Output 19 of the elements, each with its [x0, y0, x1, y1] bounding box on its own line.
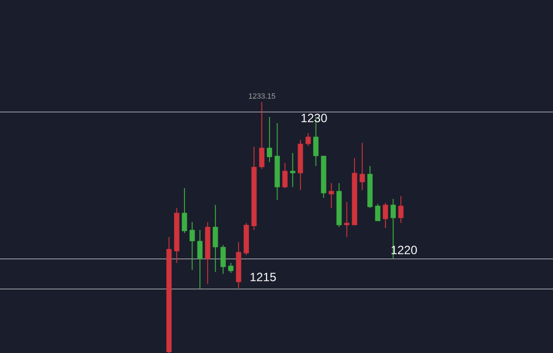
- candlestick: [182, 188, 188, 234]
- candlestick: [220, 244, 226, 274]
- candlestick: [228, 262, 234, 274]
- candlestick: [266, 116, 272, 162]
- candlestick: [344, 201, 350, 238]
- candlestick: [360, 142, 365, 191]
- candlestick: [398, 196, 404, 224]
- candlestick: [282, 162, 288, 189]
- annotation: 1215: [250, 272, 276, 282]
- candlestick: [259, 102, 264, 170]
- candlestick: [212, 204, 218, 272]
- candlestick: [306, 132, 311, 146]
- candlestick: [328, 182, 334, 208]
- candlestick: [382, 202, 388, 228]
- candlestick: [375, 203, 380, 222]
- candlestick: [290, 152, 296, 188]
- candlestick: [197, 230, 203, 290]
- candlestick: [190, 222, 195, 270]
- annotation: 1230: [302, 114, 327, 122]
